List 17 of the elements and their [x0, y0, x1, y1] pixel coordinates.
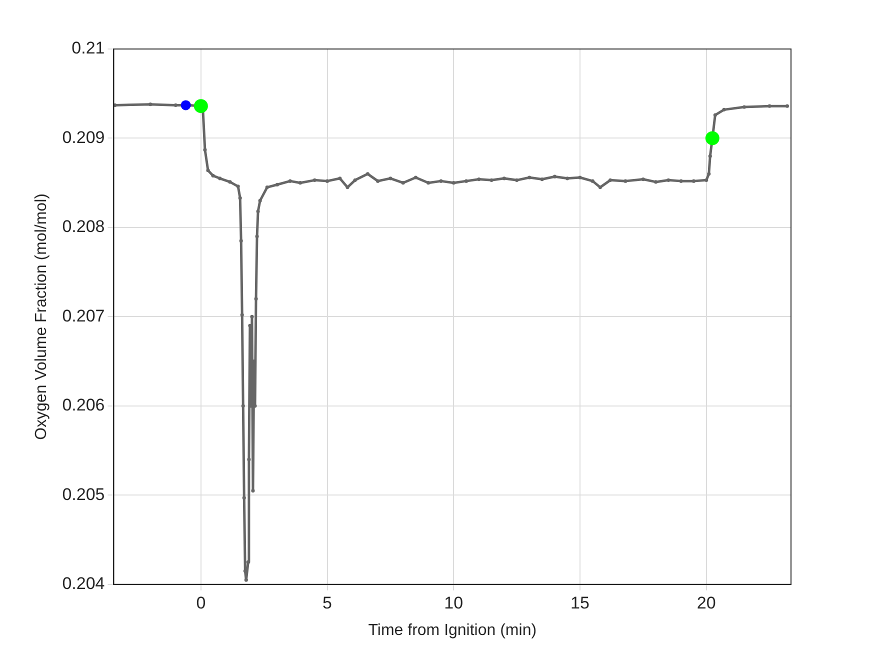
x-axis-title: Time from Ignition (min)	[368, 622, 537, 639]
x-tick-label: 20	[696, 593, 716, 612]
point	[705, 131, 720, 146]
y-tick-label: 0.207	[62, 306, 105, 326]
y-tick-label: 0.208	[62, 217, 105, 236]
y-axis-title: Oxygen Volume Fraction (mol/mol)	[33, 194, 50, 440]
x-tick-label: 0	[196, 593, 206, 612]
y-tick-label: 0.21	[72, 38, 105, 58]
y-tick-label: 0.209	[62, 128, 105, 147]
y-tick-label: 0.206	[62, 396, 105, 415]
point	[194, 99, 208, 114]
point	[180, 100, 191, 110]
x-tick-label: 10	[444, 593, 464, 612]
y-tick-label: 0.205	[62, 484, 105, 504]
x-tick-label: 15	[570, 593, 590, 612]
x-tick-label: 5	[322, 593, 332, 612]
y-tick-label: 0.204	[62, 574, 105, 594]
